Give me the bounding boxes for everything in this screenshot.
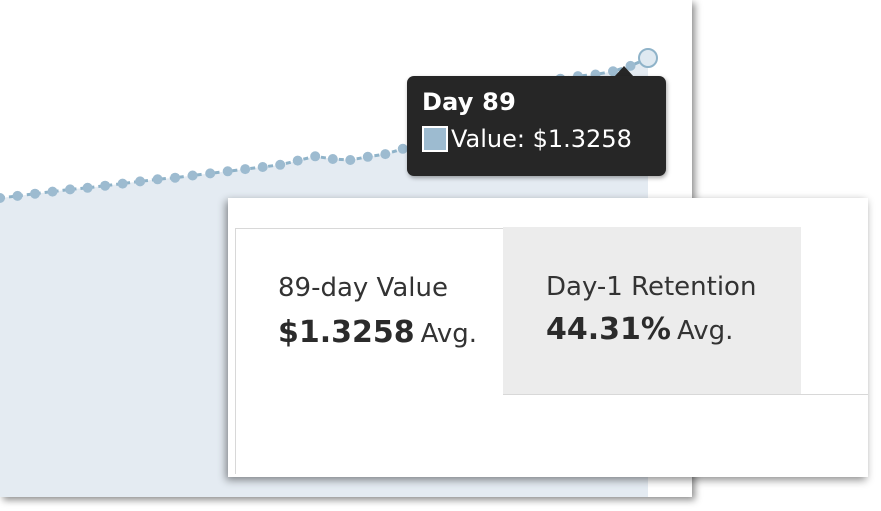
data-point[interactable] [82, 182, 93, 193]
retention-suffix: Avg. [676, 316, 734, 346]
stats-card: Day-1 Retention 44.31% Avg. 89-day Value … [228, 198, 868, 477]
data-point[interactable] [240, 164, 251, 175]
data-point[interactable] [275, 159, 286, 170]
data-point[interactable] [30, 188, 40, 199]
tab-89-day-value[interactable]: 89-day Value $1.3258 Avg. [235, 228, 503, 394]
retention-value-line: 44.31% Avg. [546, 312, 733, 347]
data-point[interactable] [170, 172, 181, 183]
data-point[interactable] [327, 154, 338, 164]
value-number: $1.3258 [278, 315, 415, 350]
data-point[interactable] [380, 149, 391, 160]
data-point[interactable] [362, 151, 373, 162]
data-point[interactable] [345, 155, 356, 165]
retention-number: 44.31% [546, 312, 671, 347]
tooltip-arrow [614, 66, 634, 77]
tooltip-value-text: Value: $1.3258 [451, 125, 632, 153]
tab-day1-retention[interactable]: Day-1 Retention 44.31% Avg. [503, 227, 801, 394]
value-value-line: $1.3258 Avg. [278, 315, 477, 350]
data-point[interactable] [12, 190, 23, 201]
data-point[interactable] [135, 176, 146, 187]
data-point[interactable] [0, 193, 5, 203]
tab-divider [503, 394, 868, 395]
series-swatch-icon [422, 126, 448, 152]
tooltip-value-row: Value: $1.3258 [422, 124, 652, 154]
data-point[interactable] [65, 184, 76, 195]
data-point[interactable] [187, 170, 198, 181]
card-left-border [235, 394, 236, 474]
value-suffix: Avg. [420, 319, 478, 349]
tooltip-title: Day 89 [422, 88, 516, 116]
data-point[interactable] [292, 155, 303, 166]
data-point[interactable] [117, 178, 128, 189]
data-point[interactable] [310, 151, 321, 162]
data-point[interactable] [222, 166, 233, 177]
data-point[interactable] [397, 143, 408, 154]
data-point[interactable] [47, 186, 58, 197]
chart-tooltip: Day 89 Value: $1.3258 [407, 76, 666, 176]
retention-label: Day-1 Retention [546, 272, 757, 302]
data-point[interactable] [257, 162, 268, 172]
value-label: 89-day Value [278, 273, 448, 303]
data-point[interactable] [205, 168, 216, 179]
data-point[interactable] [100, 180, 111, 191]
data-point[interactable] [152, 174, 163, 185]
highlighted-data-point[interactable] [638, 48, 658, 68]
